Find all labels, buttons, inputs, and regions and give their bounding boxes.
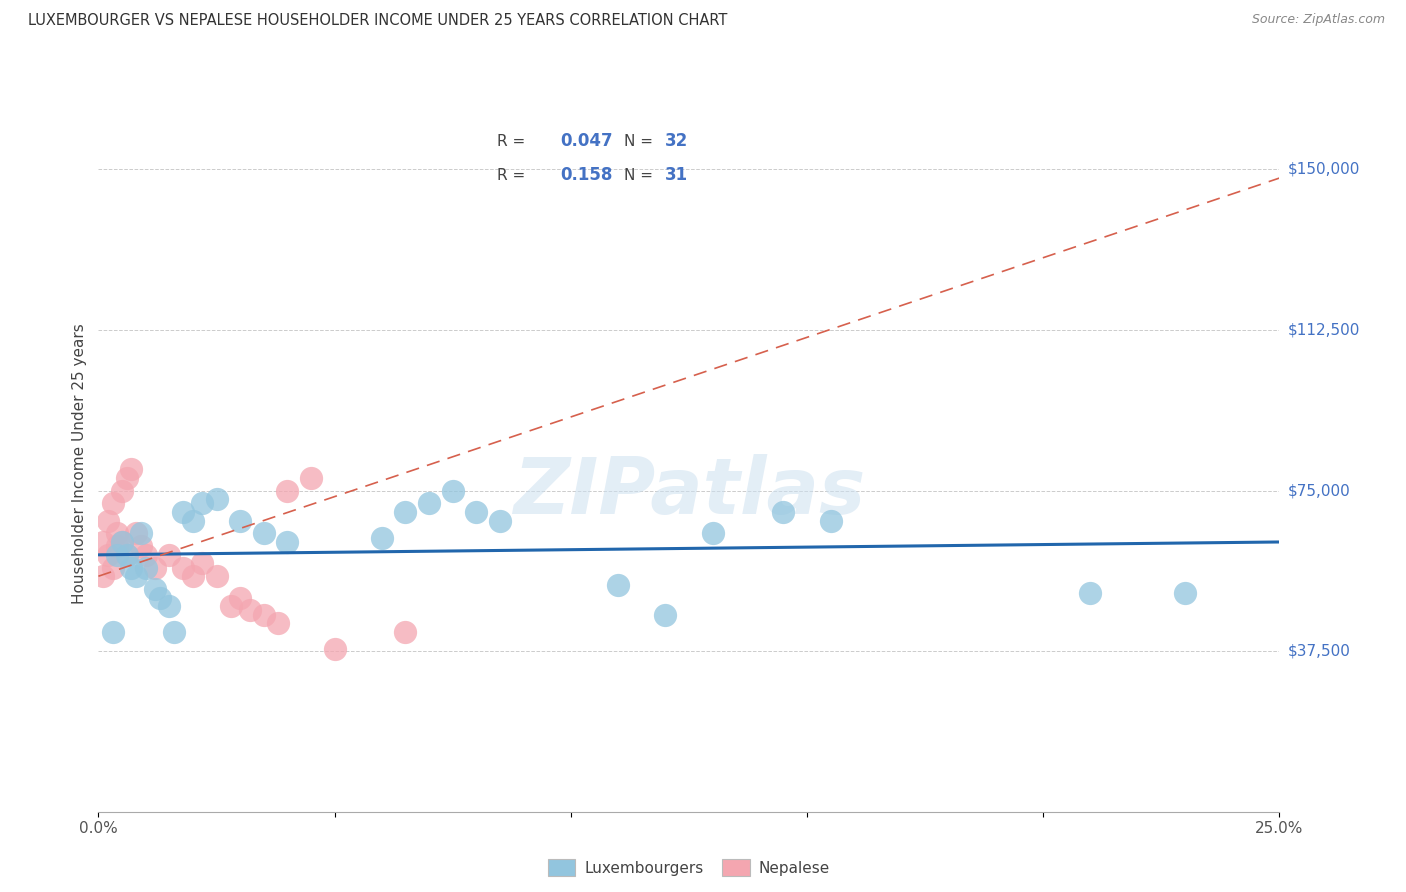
Text: R =: R =	[498, 134, 530, 149]
Text: N =: N =	[624, 168, 658, 183]
Point	[172, 560, 194, 574]
Point	[253, 526, 276, 541]
Point	[129, 539, 152, 553]
Point	[91, 535, 114, 549]
Point	[121, 462, 143, 476]
Point	[191, 557, 214, 571]
Point	[143, 582, 166, 596]
Point	[115, 548, 138, 562]
Point	[143, 560, 166, 574]
Point	[276, 535, 298, 549]
Point	[229, 514, 252, 528]
Point	[101, 560, 124, 574]
Text: $112,500: $112,500	[1288, 323, 1360, 337]
Point	[135, 548, 157, 562]
Point	[702, 526, 724, 541]
Text: ZIPatlas: ZIPatlas	[513, 454, 865, 530]
Text: LUXEMBOURGER VS NEPALESE HOUSEHOLDER INCOME UNDER 25 YEARS CORRELATION CHART: LUXEMBOURGER VS NEPALESE HOUSEHOLDER INC…	[28, 13, 727, 29]
Point	[157, 599, 180, 614]
Point	[239, 603, 262, 617]
Text: $150,000: $150,000	[1288, 162, 1360, 177]
Point	[323, 642, 346, 657]
Point	[418, 496, 440, 510]
Point	[149, 591, 172, 605]
Point	[441, 483, 464, 498]
Point	[181, 514, 204, 528]
Text: $75,000: $75,000	[1288, 483, 1351, 498]
Text: 32: 32	[665, 132, 689, 150]
Point	[115, 548, 138, 562]
Text: 31: 31	[665, 166, 689, 184]
Point	[105, 539, 128, 553]
Point	[121, 560, 143, 574]
Point	[1174, 586, 1197, 600]
Text: Source: ZipAtlas.com: Source: ZipAtlas.com	[1251, 13, 1385, 27]
Point	[299, 471, 322, 485]
Text: R =: R =	[498, 168, 530, 183]
Point	[371, 531, 394, 545]
Point	[219, 599, 242, 614]
Point	[125, 569, 148, 583]
Text: $37,500: $37,500	[1288, 644, 1351, 658]
Point	[181, 569, 204, 583]
Point	[489, 514, 512, 528]
Point	[135, 560, 157, 574]
Point	[205, 569, 228, 583]
Y-axis label: Householder Income Under 25 years: Householder Income Under 25 years	[72, 324, 87, 604]
Point	[111, 483, 134, 498]
Point	[101, 496, 124, 510]
Point	[157, 548, 180, 562]
Point	[607, 578, 630, 592]
Point	[394, 505, 416, 519]
Point	[1080, 586, 1102, 600]
Text: N =: N =	[624, 134, 658, 149]
Point	[172, 505, 194, 519]
Point	[101, 624, 124, 639]
Legend: Luxembourgers, Nepalese: Luxembourgers, Nepalese	[540, 851, 838, 884]
Point	[253, 607, 276, 622]
Point	[97, 548, 120, 562]
Point	[125, 526, 148, 541]
Point	[191, 496, 214, 510]
Point	[654, 607, 676, 622]
Point	[205, 492, 228, 507]
Point	[111, 535, 134, 549]
Text: 0.047: 0.047	[561, 132, 613, 150]
Point	[97, 514, 120, 528]
Point	[91, 569, 114, 583]
Point	[276, 483, 298, 498]
Point	[820, 514, 842, 528]
Point	[772, 505, 794, 519]
Point	[267, 616, 290, 631]
Point	[129, 526, 152, 541]
Point	[105, 526, 128, 541]
Point	[229, 591, 252, 605]
Point	[115, 471, 138, 485]
Point	[105, 548, 128, 562]
Point	[111, 535, 134, 549]
Point	[163, 624, 186, 639]
Point	[394, 624, 416, 639]
Point	[465, 505, 488, 519]
Text: 0.158: 0.158	[561, 166, 613, 184]
